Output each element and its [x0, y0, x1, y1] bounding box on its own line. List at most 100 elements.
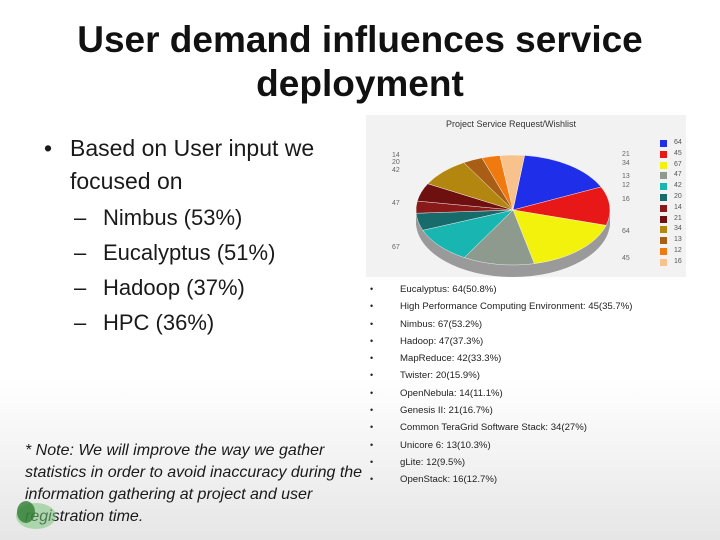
stat-row: • Unicore 6: 13(10.3%): [366, 437, 696, 454]
legend-swatch: [660, 258, 667, 266]
legend-swatch: [660, 172, 667, 180]
pie-value-label: 47: [392, 200, 400, 207]
stat-bullet: •: [370, 387, 374, 398]
pie-value-label: 21: [622, 151, 630, 158]
legend-item: 13: [660, 235, 690, 246]
slide-title: User demand influences service deploymen…: [77, 19, 643, 104]
legend-item: 42: [660, 181, 690, 192]
legend-value: 21: [674, 214, 682, 222]
stat-text: High Performance Computing Environment: …: [400, 301, 633, 313]
stat-row: • Nimbus: 67(53.2%): [366, 316, 696, 333]
legend-value: 34: [674, 225, 682, 233]
pie-slice: [499, 154, 525, 211]
futuregrid-logo: [16, 501, 56, 529]
chart-legend: 64 45 67 47 42 20 14 21 34 13 12 16: [660, 138, 690, 268]
pie-slice: [463, 209, 535, 266]
focus-item-label: Eucalyptus (51%): [103, 240, 276, 265]
focus-item: – Nimbus (53%): [74, 200, 334, 235]
legend-value: 42: [674, 182, 682, 190]
stat-row: • gLite: 12(9.5%): [366, 454, 696, 471]
legend-swatch: [660, 140, 667, 147]
legend-swatch: [660, 226, 667, 234]
legend-item: 21: [660, 214, 690, 225]
stat-text: OpenNebula: 14(11.1%): [400, 387, 503, 399]
legend-swatch: [660, 215, 667, 223]
pie-value-label: 42: [392, 167, 400, 174]
service-stats-list: • Eucalyptus: 64(50.8%) • High Performance …: [366, 281, 696, 489]
legend-value: 20: [674, 192, 682, 200]
legend-value: 14: [674, 203, 682, 211]
stat-text: Unicore 6: 13(10.3%): [400, 439, 491, 451]
legend-value: 13: [674, 236, 682, 244]
pie-value-label: 12: [622, 182, 630, 189]
legend-swatch: [660, 247, 667, 255]
stat-row: • Hadoop: 47(37.3%): [366, 333, 696, 350]
stat-bullet: •: [370, 474, 374, 485]
stat-row: • Common TeraGrid Software Stack: 34(27%): [366, 419, 696, 436]
stat-row: • MapReduce: 42(33.3%): [366, 350, 696, 367]
legend-value: 16: [674, 257, 682, 265]
stat-bullet: •: [370, 456, 374, 467]
pie-value-label: 64: [622, 228, 630, 235]
stat-text: Hadoop: 47(37.3%): [400, 335, 484, 347]
legend-swatch: [660, 161, 667, 169]
legend-value: 47: [674, 171, 682, 179]
legend-item: 34: [660, 224, 690, 235]
legend-swatch: [660, 193, 667, 201]
pie-value-label: 67: [392, 244, 400, 251]
stat-row: • OpenStack: 16(12.7%): [366, 471, 696, 488]
stat-bullet: •: [370, 335, 374, 346]
focus-item-label: Hadoop (37%): [103, 275, 245, 300]
focus-item-label: HPC (36%): [103, 310, 215, 335]
legend-item: 12: [660, 246, 690, 257]
legend-value: 12: [674, 246, 682, 254]
pie-slice: [512, 209, 607, 264]
footnote: * Note: We will improve the way we gathe…: [25, 442, 363, 525]
stat-text: Nimbus: 67(53.2%): [400, 318, 483, 330]
pie-chart-panel: Project Service Request/Wishlist 14 20 42 4…: [366, 115, 686, 277]
stat-text: Common TeraGrid Software Stack: 34(27%): [400, 422, 587, 434]
pie-value-label: 14: [392, 152, 400, 159]
stat-bullet: •: [370, 284, 374, 294]
stat-bullet: •: [370, 422, 374, 433]
pie-value-label: 34: [622, 160, 630, 167]
stat-bullet: •: [370, 301, 374, 312]
legend-item: 67: [660, 160, 690, 171]
pie-slice: [512, 155, 602, 211]
main-bullet-text: Based on User input we focused on: [70, 135, 315, 194]
focus-list: – Nimbus (53%) – Eucalyptus (51%) – Hado…: [74, 200, 334, 340]
stat-row: • High Performance Computing Environment:…: [366, 298, 696, 315]
stat-row: • Twister: 20(15.9%): [366, 367, 696, 384]
pie-slice: [512, 186, 611, 226]
pie-value-label: 45: [622, 255, 630, 262]
stat-text: MapReduce: 42(33.3%): [400, 353, 502, 365]
pie-value-label: 13: [622, 173, 630, 180]
stat-row: • OpenNebula: 14(11.1%): [366, 385, 696, 402]
chart-title: Project Service Request/Wishlist: [446, 119, 577, 129]
legend-item: 47: [660, 170, 690, 181]
stat-text: Genesis II: 21(16.7%): [400, 405, 493, 417]
stat-bullet: •: [370, 318, 374, 329]
stat-bullet: •: [370, 370, 374, 381]
legend-item: 14: [660, 203, 690, 214]
legend-value: 64: [674, 139, 682, 146]
focus-item-label: Nimbus (53%): [103, 205, 243, 230]
stat-bullet: •: [370, 405, 374, 416]
bullet-dot: •: [44, 135, 53, 161]
stat-text: Eucalyptus: 64(50.8%): [400, 284, 497, 295]
legend-item: 45: [660, 149, 690, 160]
stat-row: • Genesis II: 21(16.7%): [366, 402, 696, 419]
stat-text: Twister: 20(15.9%): [400, 370, 480, 382]
stat-text: gLite: 12(9.5%): [400, 456, 466, 468]
legend-value: 45: [674, 149, 682, 157]
legend-swatch: [660, 237, 667, 245]
legend-item: 64: [660, 138, 690, 149]
legend-swatch: [660, 204, 667, 212]
legend-item: 16: [660, 257, 690, 268]
pie-value-label: 16: [622, 196, 630, 203]
pie-value-label: 20: [392, 159, 400, 166]
focus-item: – Hadoop (37%): [74, 270, 334, 305]
legend-swatch: [660, 183, 667, 191]
stat-text: OpenStack: 16(12.7%): [400, 474, 498, 486]
